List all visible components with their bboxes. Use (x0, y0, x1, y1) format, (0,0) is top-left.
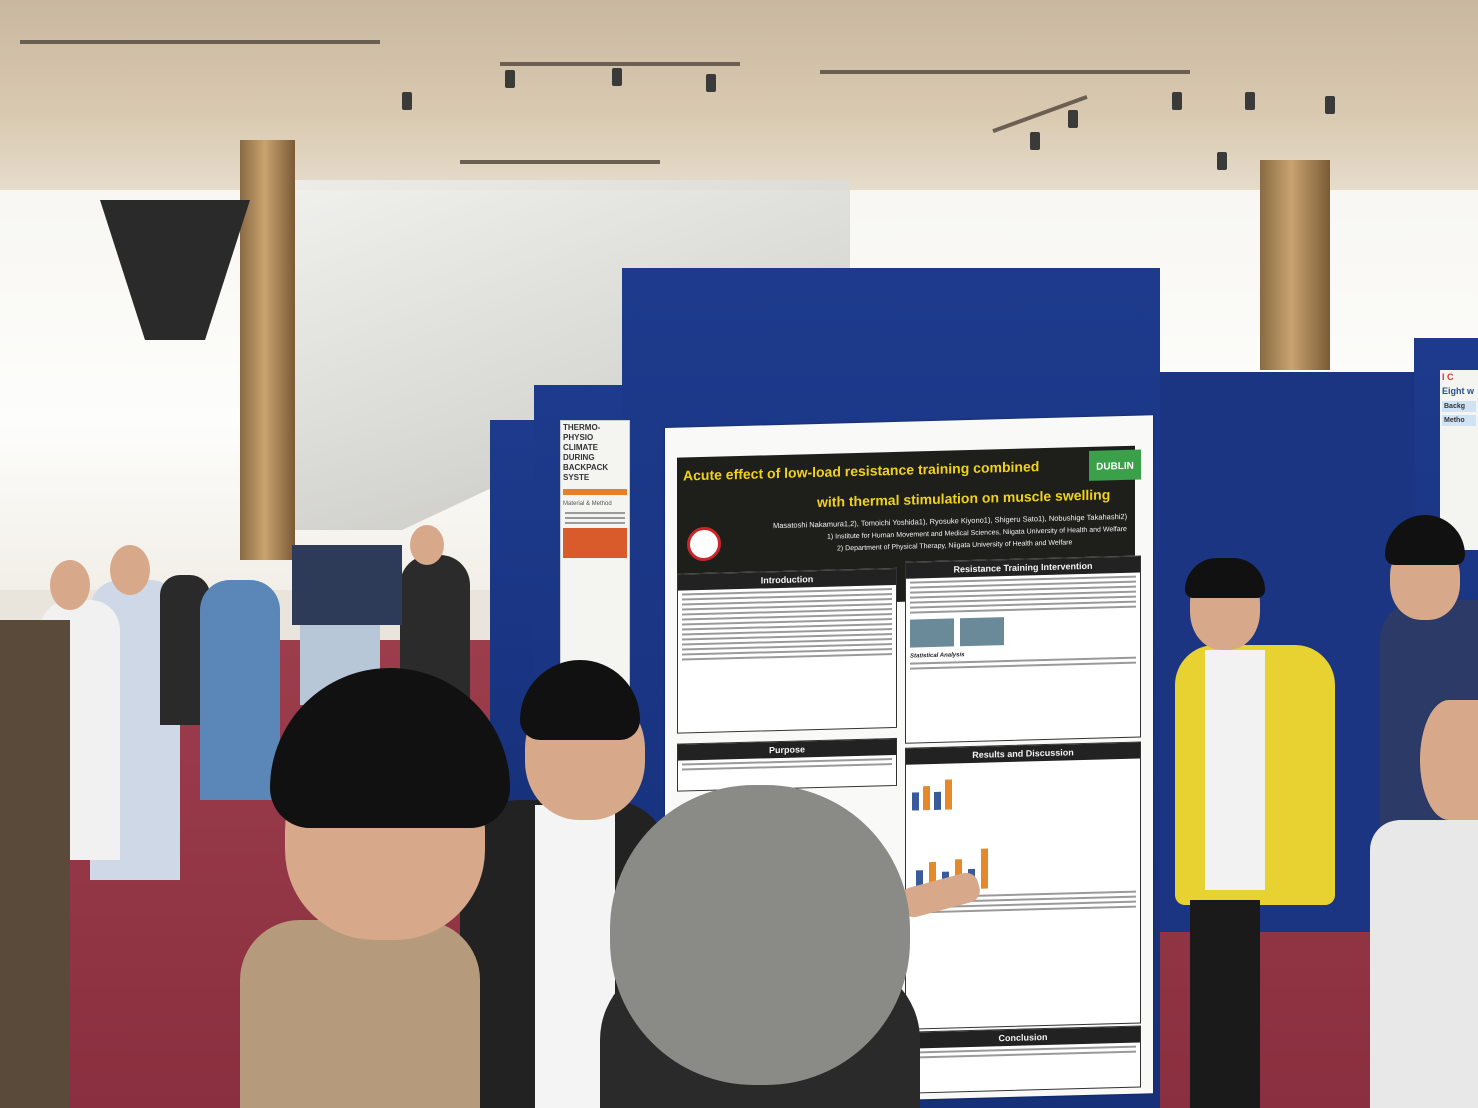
spotlight (1068, 110, 1078, 128)
person-head (410, 525, 444, 565)
chart-bar (912, 792, 919, 811)
spotlight (706, 74, 716, 92)
introduction-section: Introduction (677, 567, 897, 734)
person-right (1370, 820, 1478, 1108)
presenter-legs (1190, 900, 1260, 1108)
chart-bar (981, 848, 988, 889)
right-poster-box: Backg (1442, 401, 1476, 412)
spotlight (1030, 132, 1040, 150)
spotlight (402, 92, 412, 110)
university-logo (687, 526, 721, 562)
text-line (565, 522, 625, 524)
poster-affiliation: 1) Institute for Human Movement and Medi… (827, 525, 1127, 541)
temperature-chart (912, 765, 1134, 811)
person-foreground (240, 920, 480, 1108)
spotlight (1325, 96, 1335, 114)
presenter-hair (1185, 558, 1265, 598)
spotlight (612, 68, 622, 86)
exercise-photo (960, 617, 1004, 647)
poster-title-line1: Acute effect of low-load resistance trai… (683, 458, 1040, 484)
chart-bar (945, 779, 952, 810)
section-heading: Resistance Training Intervention (906, 556, 1140, 579)
person-foreground (0, 620, 70, 1108)
intervention-section: Resistance Training Intervention Statist… (905, 555, 1141, 744)
right-poster-logo: I C (1442, 372, 1454, 382)
poster-title-line2: with thermal stimulation on muscle swell… (817, 486, 1111, 511)
dublin-badge: DUBLIN (1089, 449, 1141, 481)
section-heading: Conclusion (906, 1026, 1140, 1049)
chart-bar (934, 791, 941, 810)
exercise-photo (910, 618, 954, 648)
pillar (1260, 160, 1330, 370)
chart-bar (923, 786, 930, 811)
ceiling-track (20, 40, 380, 44)
spotlight (1172, 92, 1182, 110)
poster-affiliation: 2) Department of Physical Therapy, Niiga… (837, 539, 1073, 553)
person-grey-head (610, 785, 910, 1085)
monitor (292, 545, 402, 625)
ceiling (0, 0, 1478, 190)
ceiling-track (460, 160, 660, 164)
ceiling-track (820, 70, 1190, 74)
side-poster-bar (563, 489, 627, 495)
purpose-section: Purpose (677, 737, 897, 792)
right-poster-box: Metho (1442, 415, 1476, 426)
presenter-shirt (1205, 650, 1265, 890)
pillar (240, 140, 295, 560)
text-line (565, 512, 625, 514)
side-poster-title: THERMO-PHYSIO CLIMATE DURING BACKPACK SY… (563, 423, 609, 482)
person-head (110, 545, 150, 595)
spotlight (1217, 152, 1227, 170)
spotlight (1245, 92, 1255, 110)
spotlight (505, 70, 515, 88)
right-poster-title: Eight w (1442, 386, 1474, 396)
person-backpack (200, 580, 280, 800)
person-head (1420, 700, 1478, 820)
text-line (565, 517, 625, 519)
conclusion-section: Conclusion (905, 1025, 1141, 1094)
section-heading: Introduction (678, 568, 896, 591)
person-head (50, 560, 90, 610)
section-heading: Purpose (678, 738, 896, 761)
right-poster: I C Eight w Backg Metho (1440, 370, 1478, 550)
exercise-figure (910, 614, 1136, 648)
side-poster-section: Material & Method (563, 501, 612, 507)
side-poster-figure (563, 528, 627, 558)
ceiling-track (500, 62, 740, 66)
section-heading: Results and Discussion (906, 742, 1140, 765)
